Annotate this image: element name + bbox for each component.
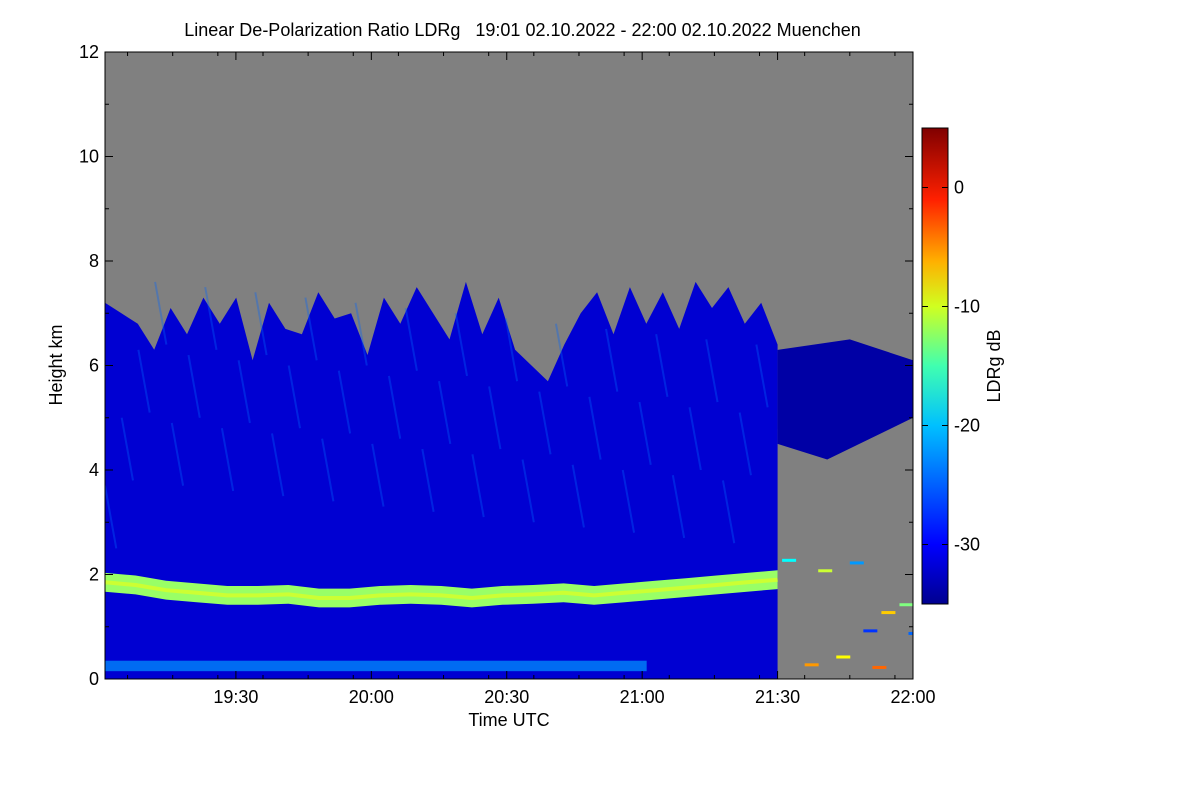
x-axis: 19:30 20:00 20:30 21:00 21:30 22:00 (127, 52, 936, 707)
cloud-streak (488, 386, 502, 450)
lower-layer (105, 660, 647, 672)
colorbar-gradient (921, 127, 949, 605)
noise-pixel (899, 603, 913, 607)
cloud-streak (271, 433, 285, 497)
cloud-streak (554, 323, 569, 387)
cloud-streak (220, 428, 235, 492)
cloud-streak (337, 370, 352, 434)
cloud-streak (621, 469, 636, 533)
cloud-streak (354, 302, 368, 366)
cloud-streak (571, 464, 585, 528)
y-axis: 0 2 4 6 8 10 12 (79, 42, 913, 689)
colorbar-label: LDRg dB (984, 329, 1004, 402)
cloud-streak (204, 286, 218, 351)
noise-pixel (863, 629, 878, 633)
noise-pixel (849, 561, 864, 565)
cloud-streak (705, 339, 719, 403)
y-tick-label: 10 (79, 147, 99, 167)
late-cloud-layer (777, 339, 913, 460)
plot-area (105, 52, 913, 679)
cloud-streak (688, 407, 702, 471)
noise-pixel (782, 558, 797, 562)
cloud-streak (371, 443, 385, 507)
y-tick-label: 0 (89, 669, 99, 689)
x-tick-label: 20:00 (349, 687, 394, 707)
cloud-streak (287, 365, 301, 429)
x-tick-label: 20:30 (484, 687, 529, 707)
cloud-streak (454, 313, 469, 377)
noise-pixel (804, 663, 819, 667)
cloud-streak (755, 344, 769, 408)
noise-pixel (836, 655, 851, 659)
cloud-streak (638, 401, 652, 465)
y-tick-label: 4 (89, 460, 99, 480)
cloud-streak (321, 438, 335, 502)
cloud-streak (187, 354, 201, 418)
cloud-streak (504, 318, 519, 382)
cloud-streak (738, 412, 752, 476)
cloud-streak (655, 333, 669, 398)
cloud-streak (137, 349, 151, 413)
y-tick-label: 6 (89, 356, 99, 376)
cloud-streak (521, 459, 535, 523)
aerosol-band (105, 570, 778, 608)
cloud-streak (254, 292, 268, 356)
cloud-streak (471, 454, 485, 518)
cloud-streak (404, 307, 418, 371)
colorbar: 0 -10 -20 -30 (921, 127, 980, 605)
cloud-streak (170, 422, 185, 486)
y-tick-label: 8 (89, 251, 99, 271)
cloud-streak (588, 396, 602, 460)
x-tick-label: 21:00 (620, 687, 665, 707)
colorbar-tick-label: -10 (954, 297, 980, 317)
y-tick-label: 2 (89, 565, 99, 585)
noise-pixel (872, 665, 887, 669)
noise-pixel (881, 611, 896, 615)
x-tick-label: 19:30 (213, 687, 258, 707)
colorbar-tick-label: -20 (954, 416, 980, 436)
aerosol-band-core (105, 577, 778, 601)
y-axis-label: Height km (46, 324, 66, 405)
cloud-streak (721, 480, 736, 544)
colorbar-tick-label: 0 (954, 178, 964, 198)
cloud-streak (304, 297, 318, 361)
noise-pixel (908, 631, 913, 635)
cloud-streak (438, 380, 452, 445)
cloud-streak (421, 448, 435, 512)
cloud-streak (538, 391, 552, 455)
x-tick-label: 22:00 (890, 687, 935, 707)
noise-pixel (818, 569, 833, 573)
cloud-streak (105, 485, 118, 549)
cloud-streak (387, 375, 402, 439)
cloud-streak (605, 328, 619, 392)
cloud-streak (120, 417, 134, 481)
y-tick-label: 12 (79, 42, 99, 62)
cloud-streak (671, 475, 686, 539)
colorbar-tick-label: -30 (954, 535, 980, 555)
cloud-layer (105, 281, 778, 679)
x-axis-label: Time UTC (468, 710, 549, 730)
x-tick-label: 21:30 (755, 687, 800, 707)
cloud-streak (237, 360, 251, 424)
chart-title: Linear De-Polarization Ratio LDRg 19:01 … (184, 20, 861, 40)
cloud-streak (154, 281, 168, 345)
